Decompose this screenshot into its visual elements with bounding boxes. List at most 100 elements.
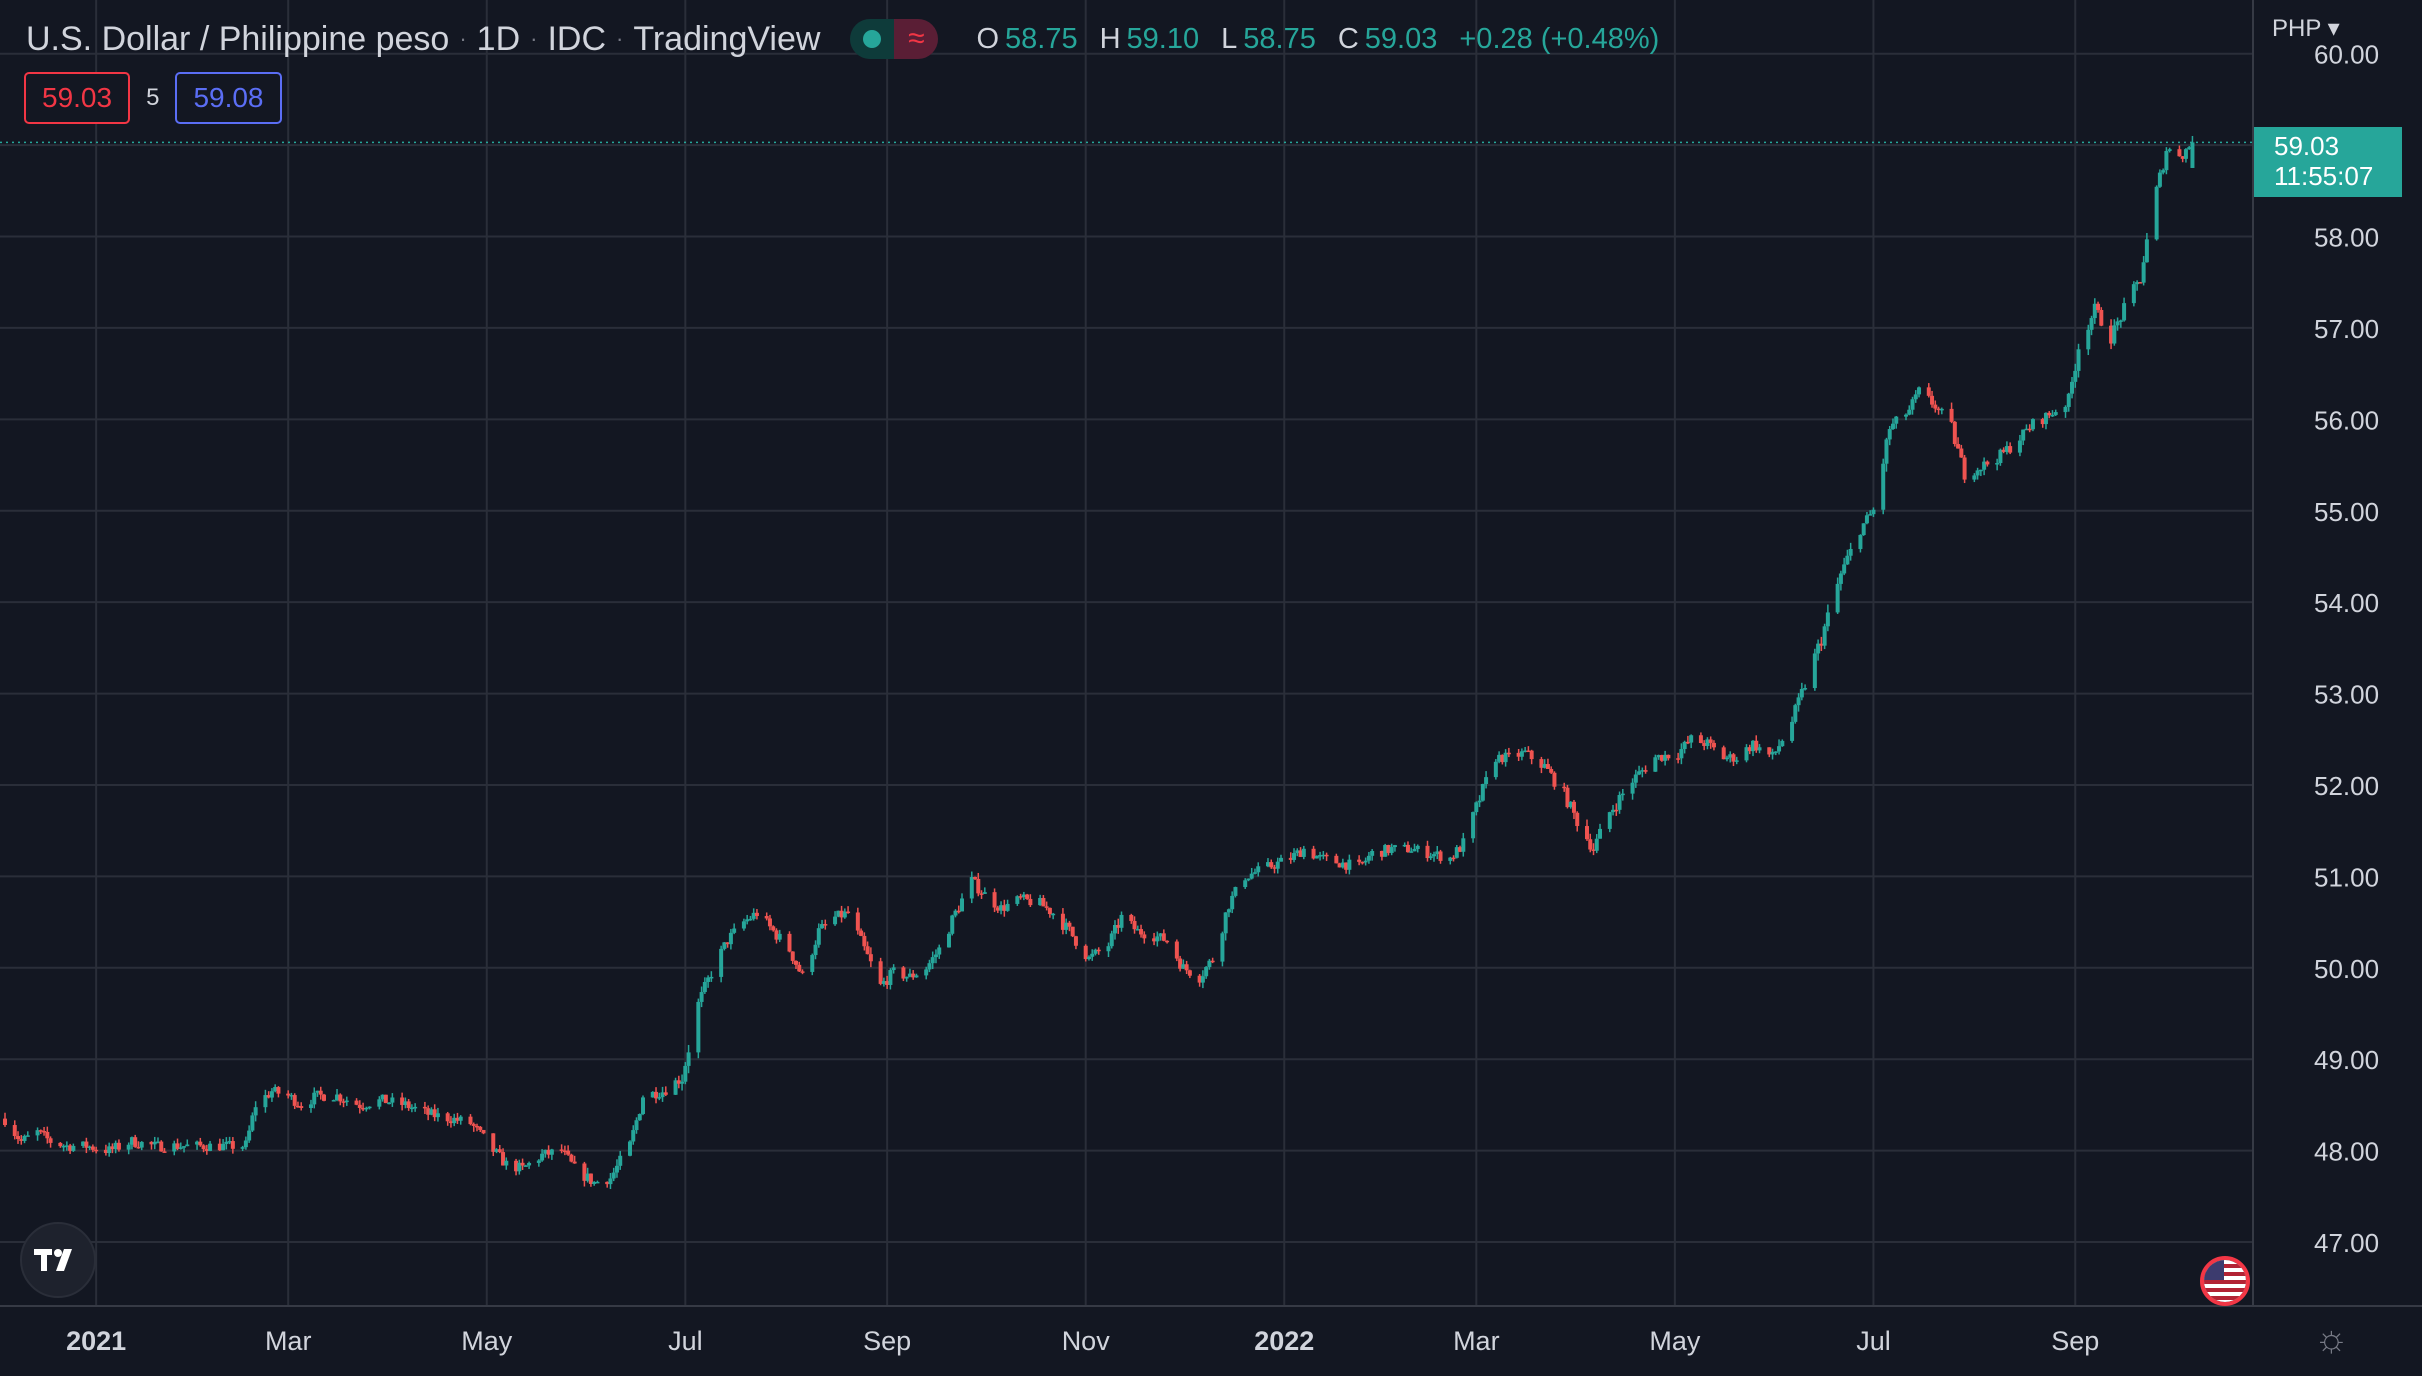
candle-body bbox=[2073, 370, 2078, 382]
candle-body bbox=[1568, 801, 1573, 808]
candle-body bbox=[1412, 848, 1417, 852]
candle-body bbox=[286, 1093, 291, 1096]
candle-body bbox=[660, 1092, 665, 1098]
candle-body bbox=[208, 1143, 213, 1151]
candle-body bbox=[445, 1113, 450, 1122]
candle-body bbox=[1021, 894, 1026, 898]
candle-body bbox=[1767, 747, 1772, 755]
candle-body bbox=[930, 957, 935, 964]
candle-body bbox=[1139, 929, 1144, 935]
candle-body bbox=[1930, 395, 1935, 405]
candle-body bbox=[914, 975, 919, 978]
candle-body bbox=[1933, 404, 1938, 409]
candle-body bbox=[1298, 850, 1303, 857]
candle-body bbox=[1135, 929, 1140, 931]
candle-body bbox=[1744, 747, 1749, 761]
candle-body bbox=[129, 1137, 134, 1145]
settings-icon[interactable]: ☼ bbox=[2314, 1318, 2349, 1360]
candle-body bbox=[331, 1100, 336, 1102]
candle-body bbox=[1982, 461, 1987, 470]
candle-body bbox=[491, 1133, 496, 1152]
candle-body bbox=[1181, 964, 1186, 969]
symbol-name[interactable]: U.S. Dollar / Philippine peso bbox=[26, 19, 450, 58]
candle-body bbox=[2180, 156, 2185, 159]
candle-body bbox=[582, 1163, 587, 1181]
candle-body bbox=[435, 1113, 440, 1118]
buy-price-button[interactable]: 59.08 bbox=[175, 72, 282, 124]
candle-body bbox=[1207, 960, 1212, 968]
market-status[interactable]: ≈ bbox=[850, 19, 939, 59]
candle-body bbox=[1142, 934, 1147, 939]
candle-body bbox=[383, 1094, 388, 1104]
candle-body bbox=[452, 1117, 457, 1124]
candle-body bbox=[1038, 898, 1043, 906]
y-tick-label: 47.00 bbox=[2314, 1228, 2379, 1258]
candle-body bbox=[709, 976, 714, 979]
candle-body bbox=[390, 1097, 395, 1103]
candle-body bbox=[1272, 867, 1277, 869]
candle-body bbox=[1409, 851, 1414, 853]
x-tick-label: Sep bbox=[863, 1326, 911, 1356]
candle-body bbox=[1292, 853, 1297, 860]
candle-body bbox=[12, 1125, 17, 1137]
candle-body bbox=[35, 1130, 40, 1136]
candle-body bbox=[627, 1141, 632, 1156]
ohlc-values: O 58.75 H 59.10 L 58.75 C 59.03 +0.28 (+0.48… bbox=[976, 23, 1659, 56]
candle-body bbox=[478, 1126, 483, 1130]
candle-body bbox=[2138, 282, 2143, 284]
candle-body bbox=[1838, 573, 1843, 584]
candle-body bbox=[797, 964, 802, 972]
candle-body bbox=[2118, 320, 2123, 322]
candle-body bbox=[585, 1173, 590, 1181]
y-tick-label: 55.00 bbox=[2314, 497, 2379, 527]
candle-body bbox=[950, 915, 955, 934]
candle-body bbox=[995, 907, 1000, 911]
candle-body bbox=[732, 928, 737, 933]
candle-body bbox=[722, 942, 727, 949]
candle-body bbox=[1757, 747, 1762, 751]
candle-body bbox=[751, 912, 756, 919]
candle-body bbox=[2187, 147, 2192, 150]
interval-label[interactable]: 1D bbox=[476, 19, 521, 58]
candle-body bbox=[960, 898, 965, 912]
candle-body bbox=[1174, 941, 1179, 959]
candle-body bbox=[1129, 914, 1134, 921]
candle-body bbox=[973, 877, 978, 879]
candle-body bbox=[527, 1162, 532, 1166]
candle-body bbox=[1751, 740, 1756, 752]
candle-body bbox=[839, 910, 844, 918]
candle-body bbox=[1269, 862, 1274, 868]
candle-body bbox=[1754, 740, 1759, 751]
candle-body bbox=[719, 948, 724, 977]
tradingview-logo-icon[interactable] bbox=[20, 1222, 96, 1298]
candle-body bbox=[937, 947, 942, 955]
candle-body bbox=[38, 1130, 43, 1132]
bar-countdown: 11:55:07 bbox=[2274, 161, 2374, 191]
candle-body bbox=[1845, 555, 1850, 565]
candle-body bbox=[1370, 850, 1375, 856]
candle-body bbox=[1256, 866, 1261, 873]
candle-body bbox=[42, 1131, 47, 1133]
candle-body bbox=[253, 1107, 258, 1116]
currency-selector[interactable]: PHP ▾ bbox=[2272, 15, 2340, 42]
candle-body bbox=[61, 1145, 66, 1148]
candle-body bbox=[608, 1178, 613, 1185]
sell-price-button[interactable]: 59.03 bbox=[24, 72, 131, 124]
candle-body bbox=[969, 877, 974, 899]
candle-body bbox=[1165, 940, 1170, 943]
candle-body bbox=[1324, 854, 1329, 857]
candle-body bbox=[1822, 626, 1827, 646]
candle-body bbox=[2030, 419, 2035, 430]
candle-body bbox=[1702, 743, 1707, 746]
candle-body bbox=[1985, 461, 1990, 465]
candle-body bbox=[1545, 764, 1550, 770]
candle-body bbox=[266, 1095, 271, 1098]
candle-body bbox=[1448, 857, 1453, 861]
candle-body bbox=[2112, 325, 2117, 344]
candle-body bbox=[1086, 956, 1091, 960]
candle-body bbox=[2066, 393, 2071, 407]
candle-body bbox=[868, 954, 873, 962]
candle-body bbox=[1301, 848, 1306, 857]
us-flag-icon[interactable] bbox=[2200, 1256, 2250, 1306]
